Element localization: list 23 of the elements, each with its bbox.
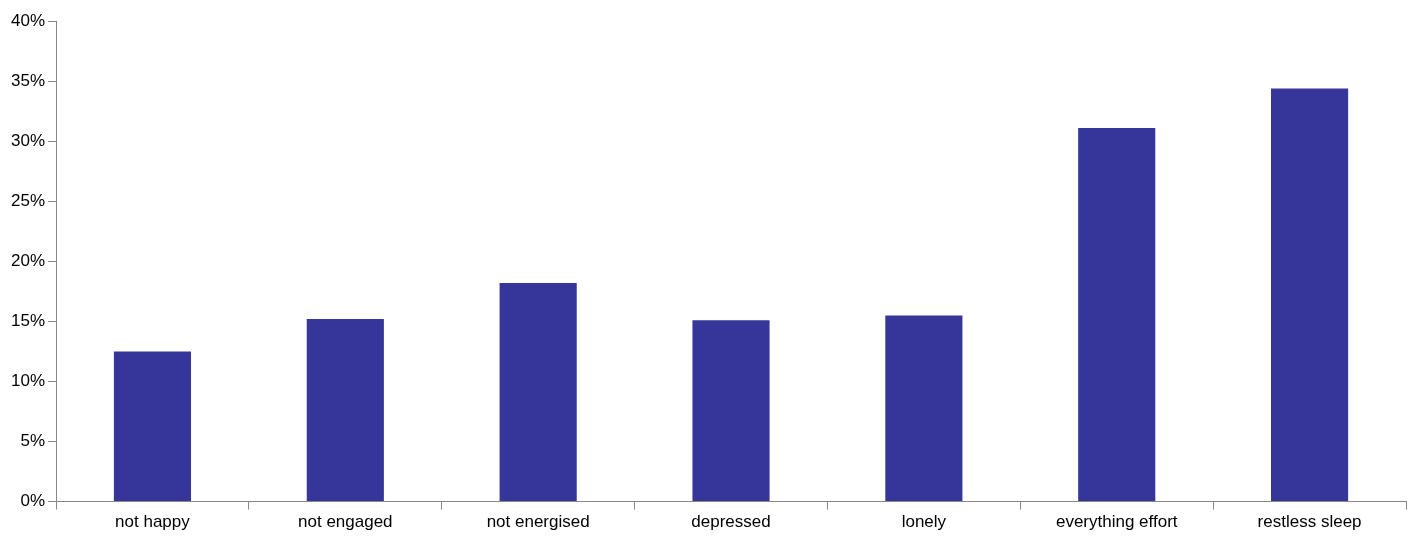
x-tick-label: everything effort <box>1055 512 1178 532</box>
y-tick-label: 0% <box>20 491 46 511</box>
bar <box>1078 128 1156 502</box>
bar <box>692 320 770 502</box>
y-tick-label: 35% <box>10 70 46 90</box>
bar <box>306 319 384 502</box>
y-tick-label: 25% <box>10 191 46 211</box>
x-tick-label: not energised <box>486 512 590 532</box>
x-tick-label: not engaged <box>298 512 393 532</box>
x-tick-label: depressed <box>691 512 771 532</box>
x-tick-label: lonely <box>901 512 947 532</box>
bar <box>499 283 577 502</box>
y-tick-label: 15% <box>10 311 46 331</box>
y-tick-label: 5% <box>20 431 46 451</box>
y-tick-label: 10% <box>10 371 46 391</box>
x-tick-label: not happy <box>115 512 191 532</box>
bar <box>1271 88 1349 502</box>
bar <box>885 315 963 502</box>
y-tick-label: 40% <box>10 10 46 30</box>
bar <box>113 351 192 502</box>
y-tick-label: 30% <box>10 130 46 150</box>
y-tick-label: 20% <box>10 251 46 271</box>
x-tick-label: restless sleep <box>1257 512 1362 532</box>
